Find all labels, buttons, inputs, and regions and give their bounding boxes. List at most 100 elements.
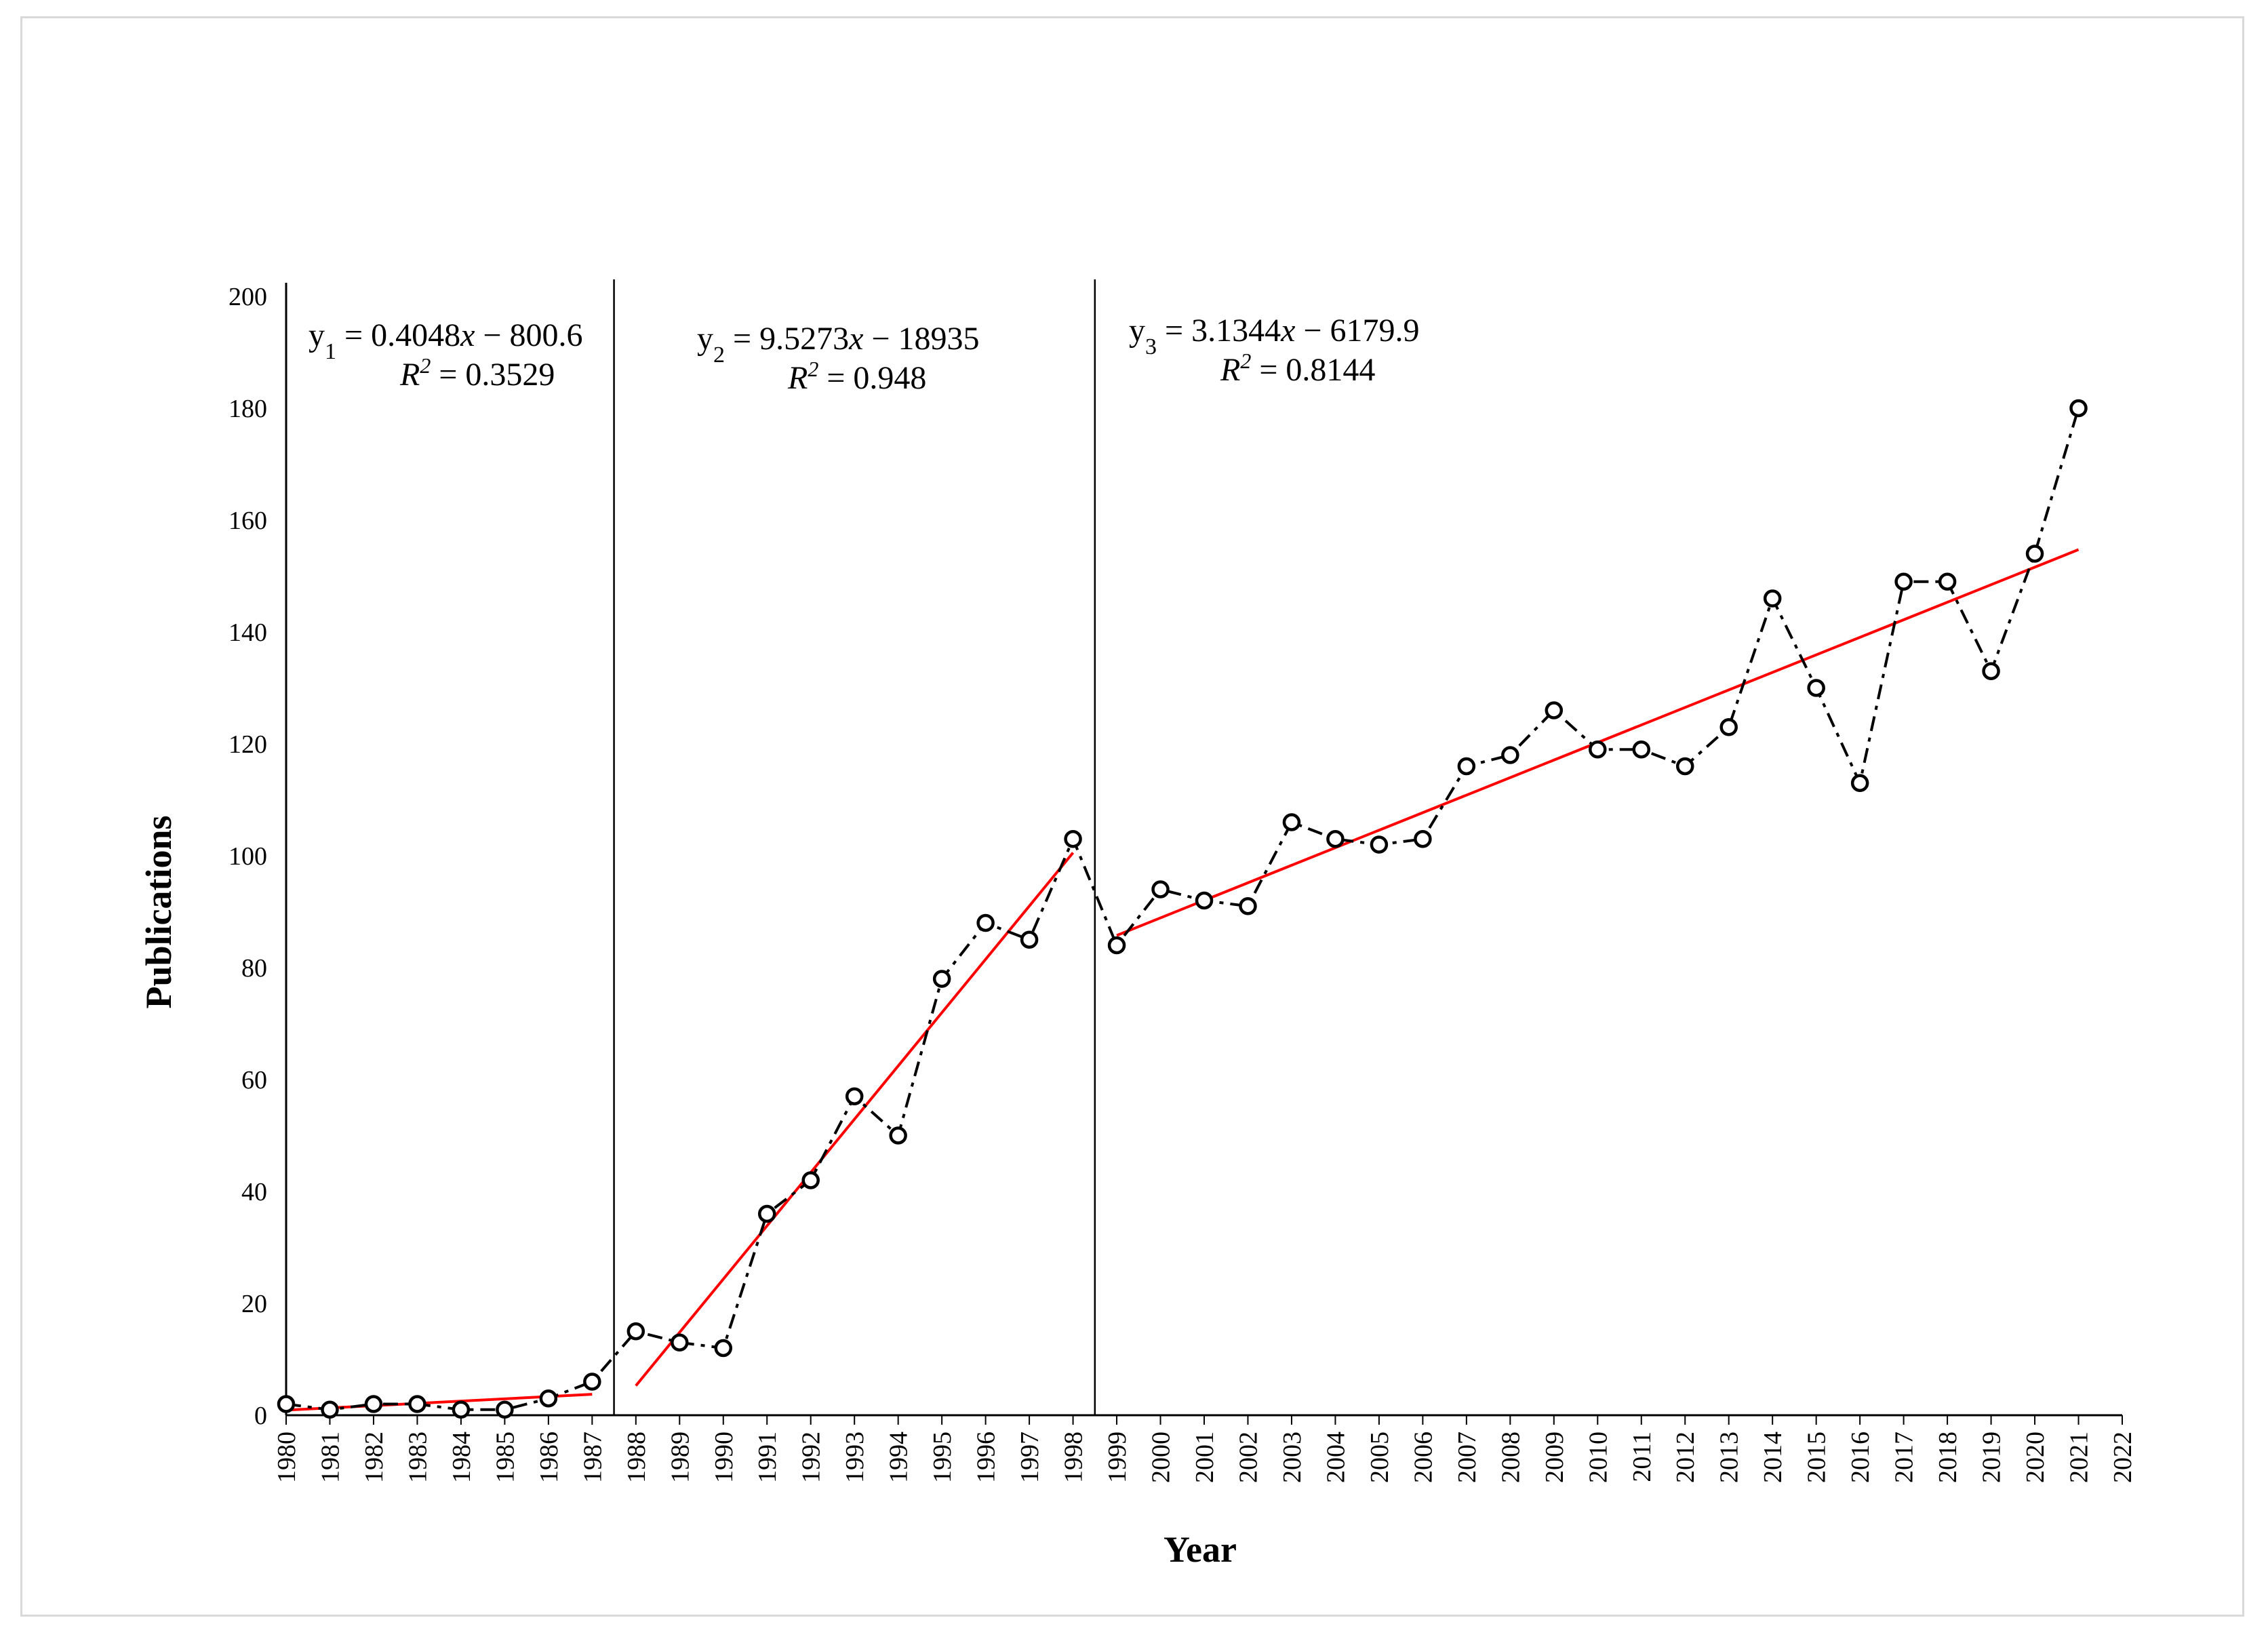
x-tick-label: 2001 [1191,1431,1219,1483]
x-tick-label: 1988 [622,1431,651,1483]
equation-part: − 800.6 [475,317,582,353]
data-point [759,1206,774,1221]
y-tick-label: 180 [228,395,267,423]
y-tick-label: 140 [228,618,267,647]
equation-part: 3 [1145,334,1157,359]
trendline-r2-y2: R2 = 0.948 [787,357,926,396]
x-tick-label: 1989 [666,1431,694,1483]
x-tick-label: 1999 [1103,1431,1132,1483]
x-tick-label: 2012 [1671,1431,1700,1483]
data-point [1677,759,1692,774]
axes: 0 20 40 60 80 100 120 140 160 180 200 1980 1981 1982 1… [228,283,2137,1483]
equation-part: x [848,321,863,357]
x-tick-label: 1982 [360,1431,389,1483]
x-tick-label: 1983 [403,1431,432,1483]
x-tick-label: 1998 [1060,1431,1088,1483]
publications-chart: 0204060801001201401601802001980 1981 1982 1… [0,0,2268,1639]
y-tick-label: 120 [228,730,267,759]
data-point [891,1128,906,1143]
data-point [672,1335,687,1350]
trendline-r2-y1: R2 = 0.3529 [399,353,555,393]
y-tick-label: 20 [241,1290,267,1318]
data-point [1940,574,1955,589]
r2-part: 2 [420,353,431,378]
x-tick-label: 1987 [578,1431,607,1483]
r2-part: 2 [1240,349,1251,373]
data-point [934,972,949,987]
data-point [1066,831,1081,846]
x-tick-label: 2020 [2021,1431,2050,1483]
equation-part: = 9.5273 [725,321,849,357]
x-tick-label: 2004 [1321,1431,1350,1483]
data-point [1415,831,1430,846]
equation-part: y [697,321,713,357]
data-point [1852,776,1867,791]
data-point [1153,882,1168,897]
data-point [322,1402,337,1417]
trendlines [286,550,2079,1410]
y-tick-label: 200 [228,283,267,311]
r2-part: R [399,357,420,393]
equation-part: y [309,317,325,353]
x-tick-label: 2019 [1978,1431,2006,1483]
x-tick-label: 2013 [1715,1431,1744,1483]
data-point [1809,681,1824,696]
equation-part: x [460,317,475,353]
x-tick-label: 1994 [885,1431,913,1483]
data-point [410,1397,424,1412]
data-point [1197,893,1212,908]
equation-part: = 3.1344 [1157,313,1281,349]
x-tick-label: 1996 [972,1431,1001,1483]
equation-part: y [1129,313,1145,349]
x-tick-label: 1981 [316,1431,344,1483]
y-axis-title: Publications [138,815,179,1008]
data-point [1240,899,1255,913]
x-tick-label: 1980 [273,1431,301,1483]
x-tick-label: 2010 [1584,1431,1612,1483]
data-point [1765,591,1780,606]
data-point [541,1391,556,1406]
data-point [584,1375,599,1389]
equation-part: − 18935 [863,321,979,357]
y-tick-label: 60 [241,1066,267,1094]
equation-part: = 0.4048 [336,317,460,353]
equation-part: − 6179.9 [1295,313,1419,349]
data-point [1328,831,1342,846]
data-point [1022,932,1037,947]
data-point [1984,664,1999,679]
data-point [1634,742,1649,757]
x-tick-label: 1995 [928,1431,957,1483]
data-point [629,1324,643,1339]
data-point [1284,815,1299,830]
y-tick-label: 0 [254,1402,267,1430]
data-point [803,1173,818,1188]
data-point [1896,574,1911,589]
phase-dividers [614,279,1095,1415]
data-point [279,1397,294,1412]
x-tick-label: 1990 [710,1431,738,1483]
y-tick-label: 160 [228,507,267,535]
data-point [2027,547,2042,561]
data-point [1503,748,1517,763]
equation-part: x [1280,313,1295,349]
trendline-r2-y3: R2 = 0.8144 [1220,349,1375,388]
y-tick-label: 40 [241,1178,267,1206]
r2-part: R [787,360,808,396]
x-tick-label: 1986 [535,1431,563,1483]
x-tick-label: 2000 [1147,1431,1176,1483]
x-tick-label: 2002 [1234,1431,1262,1483]
x-tick-label: 2022 [2109,1431,2137,1483]
data-point [978,915,993,930]
r2-part: = 0.948 [818,360,926,396]
x-tick-label: 2005 [1366,1431,1394,1483]
data-point [1722,719,1736,734]
x-tick-label: 2018 [1934,1431,1962,1483]
x-tick-label: 1997 [1016,1431,1044,1483]
x-tick-label: 2006 [1409,1431,1437,1483]
data-point [497,1402,512,1417]
data-point [1459,759,1474,774]
x-tick-label: 1984 [447,1431,476,1483]
x-tick-label: 2014 [1759,1431,1787,1483]
x-tick-label: 1992 [797,1431,826,1483]
data-point [2071,401,2086,416]
